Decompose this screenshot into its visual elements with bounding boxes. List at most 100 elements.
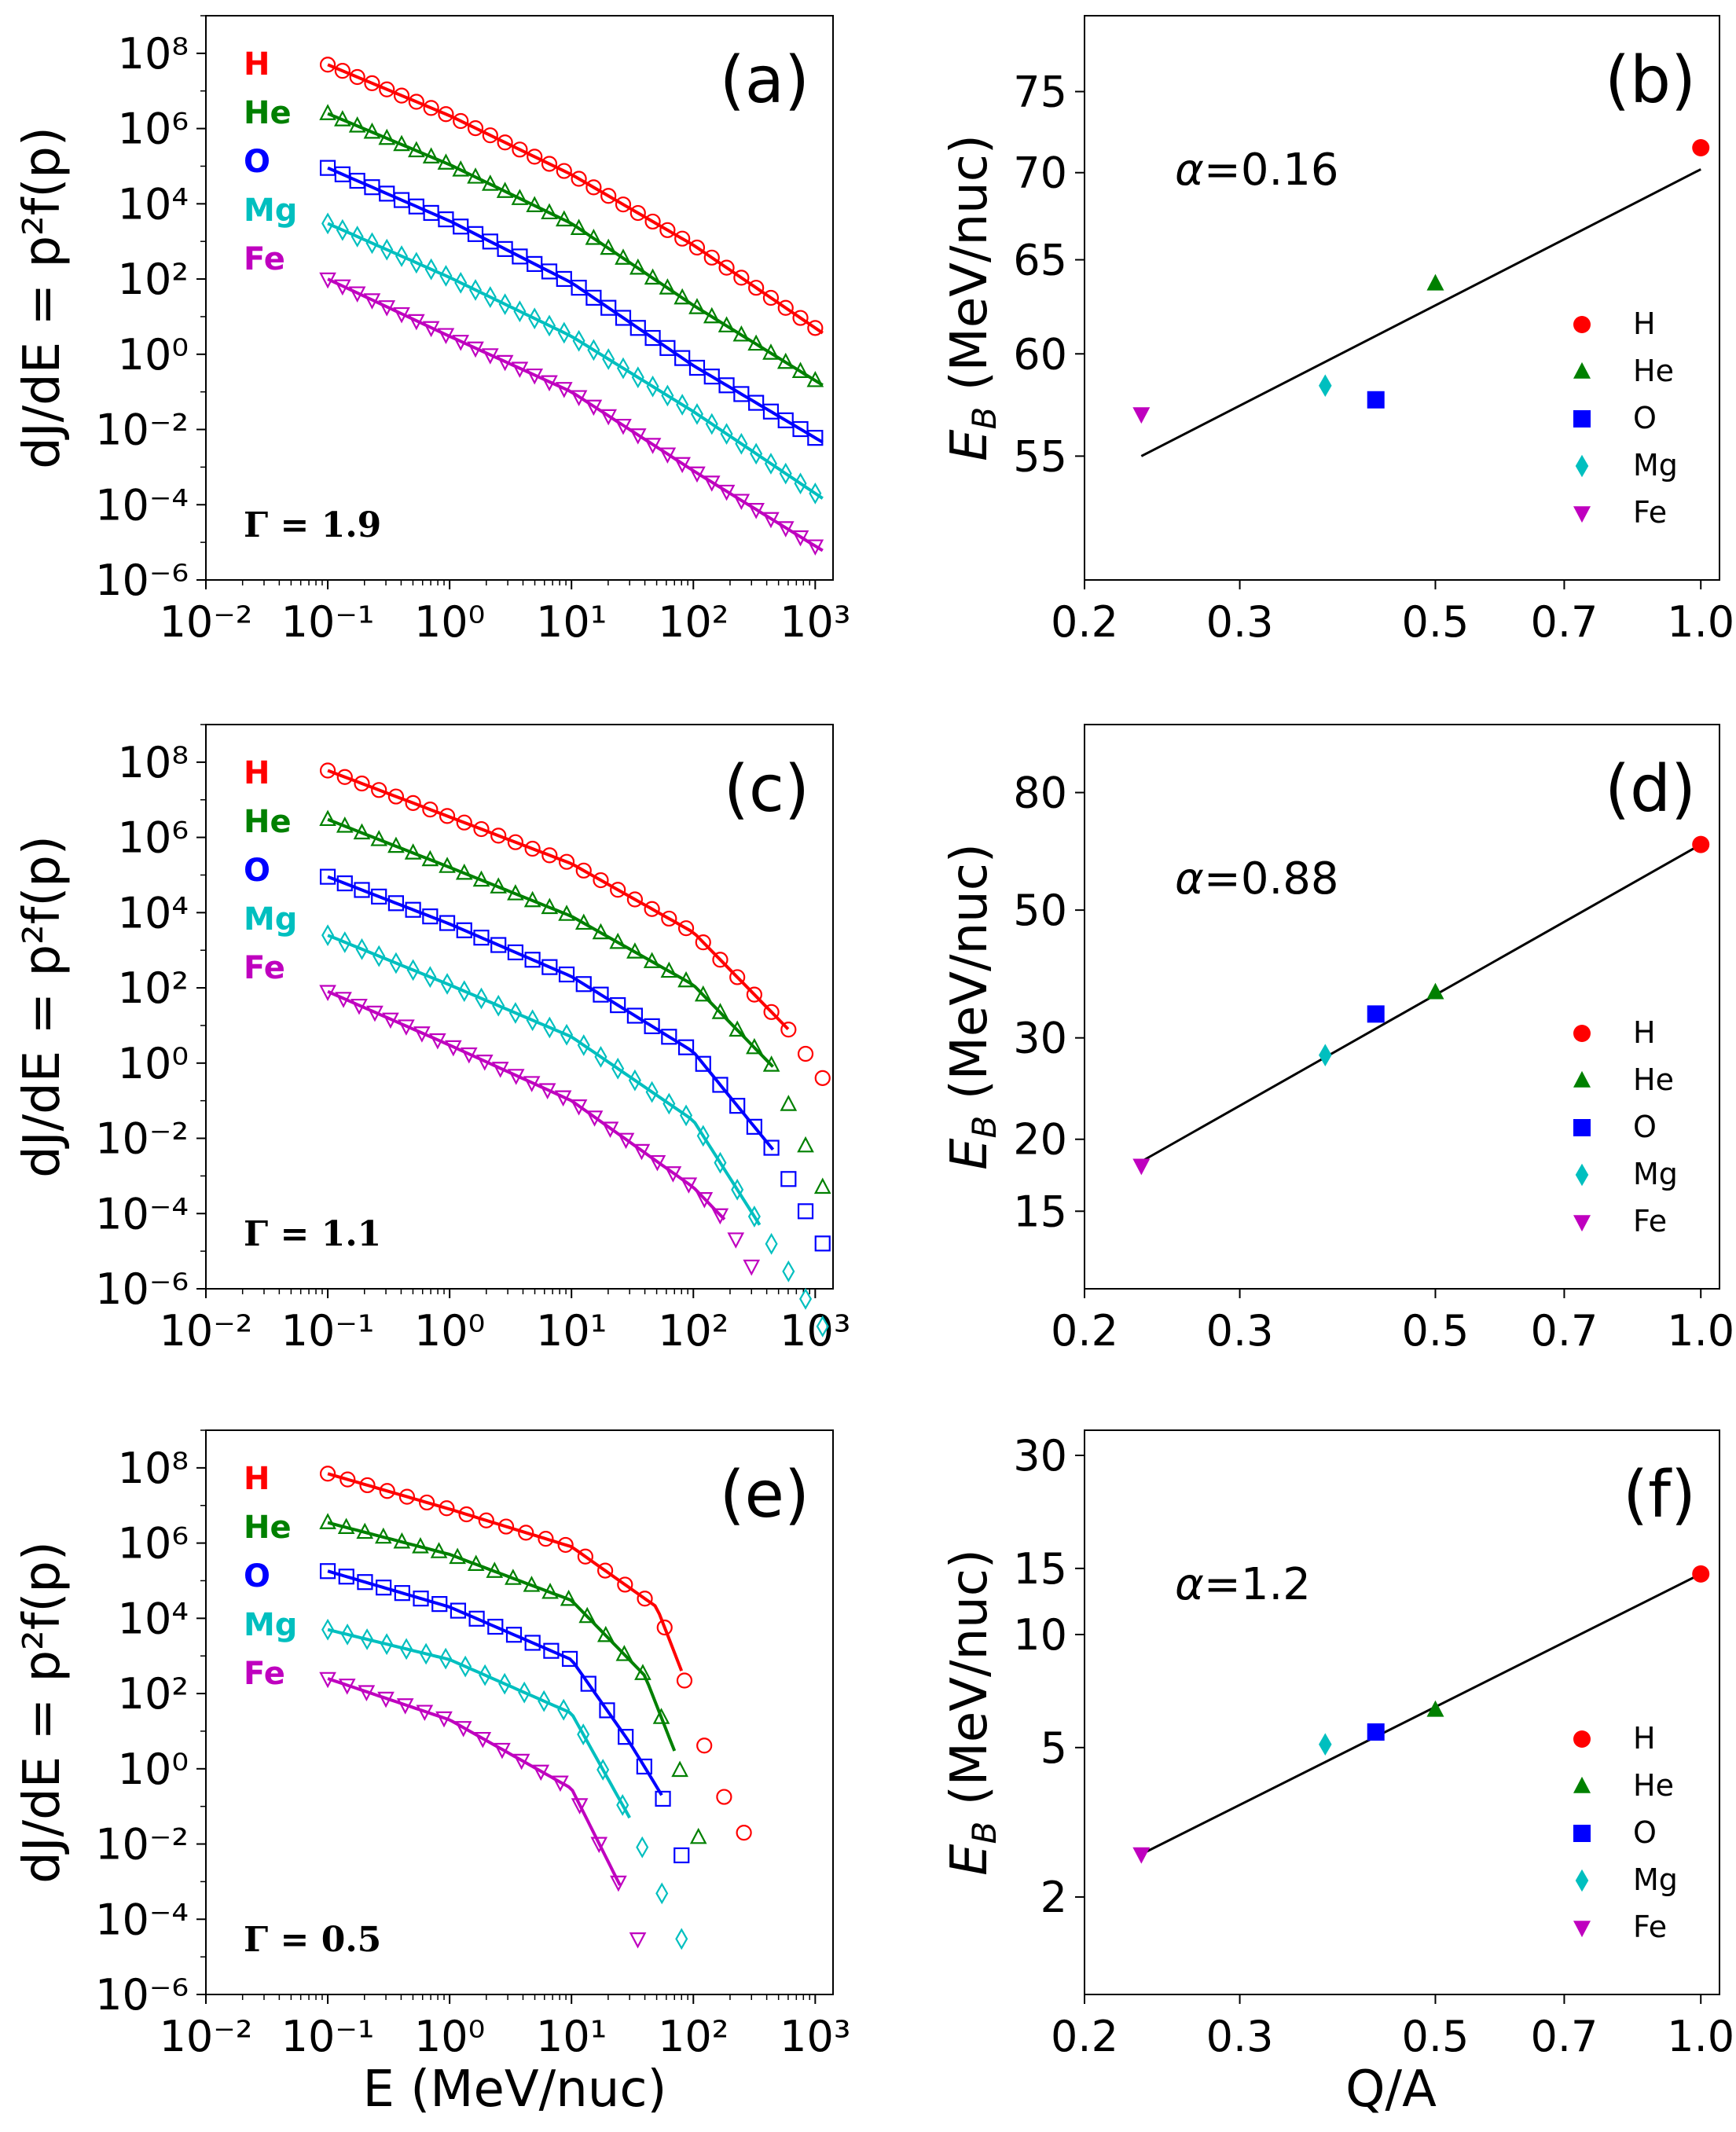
- data-point-h: [541, 156, 558, 172]
- y-tick-label: 10⁶: [118, 1519, 189, 1569]
- data-point-h: [585, 179, 602, 196]
- data-point-h: [695, 934, 711, 951]
- data-point-o: [524, 1635, 541, 1651]
- data-point-h: [807, 320, 824, 336]
- data-point-he: [688, 298, 706, 314]
- y-tick-label: 15: [1013, 1187, 1067, 1236]
- data-point-h: [393, 87, 410, 104]
- legend-label-mg: Mg: [244, 1607, 297, 1643]
- y-tick-label: 10²: [118, 255, 189, 304]
- data-point-fe: [358, 1685, 376, 1701]
- data-point-h: [748, 280, 765, 296]
- x-tick-label: 0.7: [1530, 597, 1598, 647]
- data-point-mg: [577, 1034, 590, 1056]
- y-tick-label: 10⁸: [118, 29, 189, 79]
- data-point-he: [541, 897, 559, 915]
- data-point-o: [507, 944, 524, 960]
- legend-label-o: O: [1633, 1110, 1657, 1144]
- data-point-fe: [523, 1076, 541, 1092]
- x-tick-label: 10³: [780, 2012, 850, 2061]
- x-tick-label: 10⁰: [414, 597, 485, 647]
- fit-line-he: [327, 1521, 677, 1752]
- data-point-he: [629, 258, 647, 275]
- alpha-value: =0.16: [1204, 145, 1339, 196]
- y-axis-label: EB (MeV/nuc): [941, 1549, 1004, 1876]
- data-point-h: [518, 1525, 534, 1541]
- data-point-he: [791, 361, 809, 378]
- series-fe: [319, 1671, 647, 1949]
- series-h: [319, 1466, 752, 1841]
- series-he: [319, 809, 831, 1194]
- data-point-he: [452, 160, 470, 177]
- data-point-h: [703, 249, 720, 266]
- x-axis-label-energy: E (MeV/nuc): [363, 2060, 667, 2119]
- data-point-h: [718, 259, 735, 276]
- data-point-mg: [628, 1069, 641, 1092]
- legend-label-fe: Fe: [1633, 495, 1667, 530]
- data-point-h: [575, 862, 592, 879]
- legend-marker-he: [1573, 1776, 1591, 1793]
- data-point-o: [336, 875, 353, 892]
- x-tick-label: 0.3: [1206, 597, 1274, 647]
- data-point-mg: [454, 271, 468, 294]
- axes-frame: [1084, 1429, 1720, 1995]
- data-point-fe: [474, 1731, 492, 1749]
- data-point-h: [490, 827, 507, 844]
- data-point-o: [661, 1029, 677, 1045]
- y-tick-label: 75: [1013, 68, 1067, 117]
- data-point-h: [792, 310, 809, 326]
- x-tick-label: 10²: [658, 1306, 729, 1356]
- y-tick-label: 10⁻²: [95, 1820, 189, 1870]
- legend-label-o: O: [244, 1558, 270, 1594]
- legend-label-fe: Fe: [1633, 1204, 1667, 1238]
- data-point-o: [618, 1729, 634, 1745]
- data-point-mg: [747, 1205, 761, 1227]
- legend-marker-fe: [1573, 1215, 1591, 1232]
- y-tick-label: 10²: [118, 963, 189, 1013]
- x-tick-label: 0.3: [1206, 1306, 1274, 1356]
- data-point-fe: [413, 1026, 431, 1043]
- legend-label-mg: Mg: [244, 193, 297, 229]
- data-point-h: [538, 1531, 554, 1547]
- legend-label-o: O: [244, 144, 270, 180]
- legend: H He O Mg Fe: [1573, 1015, 1678, 1238]
- data-point-o: [1367, 1723, 1385, 1741]
- data-point-fe: [552, 1775, 569, 1793]
- data-point-he: [644, 268, 662, 285]
- data-point-o: [780, 1171, 797, 1187]
- data-point-he: [689, 1827, 707, 1844]
- y-tick-label: 2: [1040, 1873, 1067, 1922]
- data-point-h: [615, 196, 632, 213]
- data-point-mg: [809, 482, 822, 505]
- data-point-he: [1426, 273, 1444, 291]
- data-point-fe: [377, 1691, 395, 1708]
- y-tick-label: 65: [1013, 236, 1067, 285]
- data-point-fe: [570, 390, 588, 407]
- data-point-h: [473, 820, 490, 838]
- y-tick-label: 10⁻⁴: [95, 1189, 189, 1238]
- data-point-o: [1367, 1005, 1385, 1023]
- data-point-fe: [659, 447, 677, 464]
- series-mg: [321, 1618, 688, 1950]
- x-tick-label: 0.5: [1402, 1306, 1470, 1356]
- data-point-he: [659, 278, 677, 295]
- data-point-h: [676, 1672, 693, 1689]
- data-point-mg: [560, 1023, 574, 1046]
- data-point-h: [336, 769, 353, 785]
- y-tick-label: 10⁴: [118, 888, 189, 938]
- data-point-mg: [594, 1046, 607, 1068]
- data-point-mg: [616, 357, 630, 380]
- data-point-fe: [512, 1753, 530, 1771]
- legend-label-h: H: [1633, 306, 1656, 341]
- data-point-fe: [382, 1012, 399, 1029]
- data-point-he: [430, 1542, 448, 1558]
- data-point-h: [593, 872, 609, 889]
- data-point-h: [339, 1471, 356, 1488]
- data-point-mg: [782, 1260, 795, 1283]
- data-point-fe: [680, 1177, 698, 1194]
- panel-label: (b): [1605, 43, 1696, 118]
- data-point-mg: [1319, 1044, 1332, 1066]
- data-point-he: [455, 863, 473, 880]
- legend-marker-o: [1573, 410, 1591, 428]
